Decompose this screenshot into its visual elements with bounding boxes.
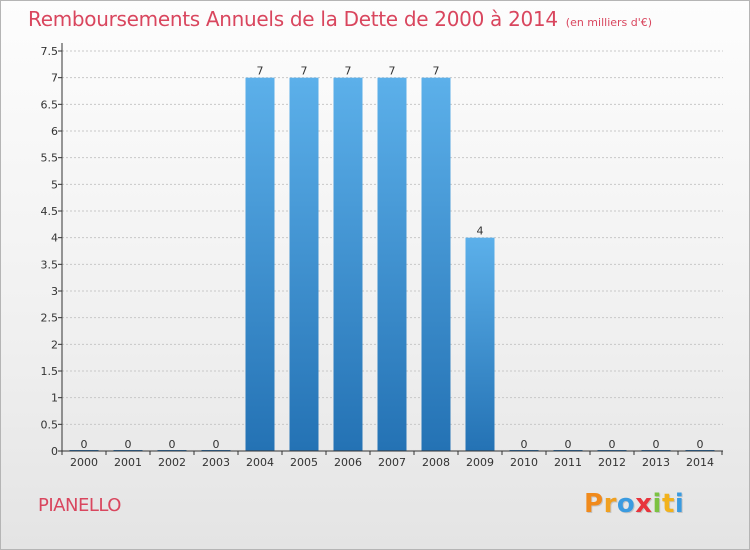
logo-letter: i (652, 489, 662, 519)
commune-name: PIANELLO (38, 495, 121, 516)
bar (333, 77, 363, 452)
proxiti-logo: Proxiti (584, 489, 684, 519)
data-label: 7 (433, 65, 440, 78)
y-tick-label: 6.5 (41, 98, 59, 111)
x-tick-label: 2009 (466, 456, 494, 469)
data-label: 7 (301, 65, 308, 78)
y-tick-label: 3 (51, 285, 58, 298)
y-tick-label: 6 (51, 125, 58, 138)
data-label: 0 (565, 438, 572, 451)
data-label: 0 (125, 438, 132, 451)
y-tick-label: 7.5 (41, 45, 59, 58)
labels: 0 0.5 1 1.5 2 2.5 3 3.5 4 4.5 5 5.5 6 6.5 7 7.5 0 2000 0 20… (41, 45, 715, 469)
logo-letter: r (603, 489, 617, 519)
bar (245, 77, 275, 452)
x-tick-label: 2006 (334, 456, 362, 469)
y-tick-label: 3.5 (41, 258, 59, 271)
data-label: 0 (653, 438, 660, 451)
x-tick-label: 2005 (290, 456, 318, 469)
bar (465, 237, 495, 451)
x-tick-label: 2010 (510, 456, 538, 469)
data-label: 0 (213, 438, 220, 451)
data-label: 0 (169, 438, 176, 451)
data-label: 7 (257, 65, 264, 78)
data-label: 4 (477, 225, 484, 238)
axes (58, 43, 723, 455)
bar (377, 77, 407, 452)
chart-subtitle: (en milliers d'€) (565, 16, 653, 29)
y-tick-label: 0 (51, 445, 58, 458)
bar (289, 77, 319, 452)
logo-letter: o (616, 489, 636, 519)
x-tick-label: 2013 (642, 456, 670, 469)
x-tick-label: 2007 (378, 456, 406, 469)
y-tick-label: 5.5 (41, 152, 59, 165)
x-tick-label: 2003 (202, 456, 230, 469)
y-tick-label: 1.5 (41, 365, 59, 378)
y-tick-label: 2.5 (41, 312, 59, 325)
data-label: 0 (609, 438, 616, 451)
logo-letter: P (584, 489, 604, 519)
logo-letter: t (661, 489, 675, 519)
logo-letter: i (674, 489, 685, 519)
x-tick-label: 2001 (114, 456, 142, 469)
y-tick-label: 7 (51, 72, 58, 85)
x-tick-label: 2014 (686, 456, 714, 469)
x-tick-label: 2002 (158, 456, 186, 469)
x-tick-label: 2008 (422, 456, 450, 469)
x-tick-label: 2000 (70, 456, 98, 469)
logo-letter: x (635, 489, 653, 519)
data-label: 7 (389, 65, 396, 78)
chart-title-text: Remboursements Annuels de la Dette de 20… (28, 7, 558, 31)
data-label: 7 (345, 65, 352, 78)
y-tick-label: 2 (51, 338, 58, 351)
data-label: 0 (697, 438, 704, 451)
y-tick-label: 4.5 (41, 205, 59, 218)
data-label: 0 (81, 438, 88, 451)
y-tick-label: 5 (51, 178, 58, 191)
bar (421, 77, 451, 452)
data-label: 0 (521, 438, 528, 451)
y-tick-label: 1 (51, 392, 58, 405)
chart-title: Remboursements Annuels de la Dette de 20… (28, 7, 652, 31)
bars (69, 77, 715, 452)
x-tick-label: 2004 (246, 456, 274, 469)
x-tick-label: 2011 (554, 456, 582, 469)
y-tick-label: 0.5 (41, 418, 59, 431)
x-tick-label: 2012 (598, 456, 626, 469)
y-tick-label: 4 (51, 232, 58, 245)
